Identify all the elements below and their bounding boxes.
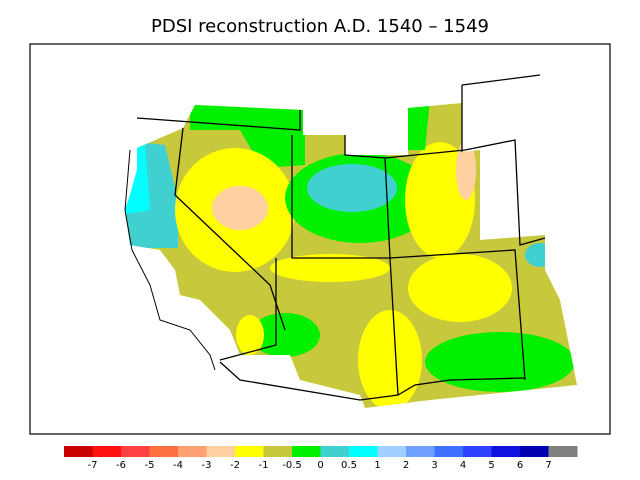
- colorbar-swatch: [235, 446, 264, 457]
- colorbar-swatch: [206, 446, 236, 457]
- colorbar-swatch: [491, 446, 521, 457]
- pdsi-field: [125, 103, 577, 408]
- colorbar-swatch: [121, 446, 150, 457]
- colorbar-swatch: [520, 446, 549, 457]
- colorbar-swatch: [64, 446, 93, 457]
- colorbar-label: -3: [202, 460, 212, 471]
- colorbar-label: -1: [259, 460, 269, 471]
- colorbar-swatch: [548, 446, 578, 457]
- colorbar-swatch: [434, 446, 464, 457]
- colorbar-swatch: [149, 446, 179, 457]
- map-title: PDSI reconstruction A.D. 1540 – 1549: [151, 16, 489, 37]
- map-frame: [29, 43, 611, 435]
- colorbar-label: -7: [88, 460, 98, 471]
- colorbar-swatch: [349, 446, 378, 457]
- colorbar-label: 7: [545, 460, 551, 471]
- colorbar-label: 2: [403, 460, 409, 471]
- colorbar: -7 -6 -5 -4 -3 -2 -1 -0.5 0 0.5 1 2 3 4 5 6 7: [64, 446, 578, 471]
- colorbar-label: 1: [374, 460, 380, 471]
- colorbar-swatch: [178, 446, 207, 457]
- coastline: [124, 149, 216, 371]
- colorbar-label: -5: [145, 460, 155, 471]
- colorbar-swatch: [292, 446, 321, 457]
- colorbar-swatch: [92, 446, 122, 457]
- colorbar-label: 6: [517, 460, 523, 471]
- colorbar-swatch: [320, 446, 350, 457]
- colorbar-label: 0: [317, 460, 323, 471]
- state-borders: [136, 74, 546, 401]
- colorbar-swatch: [406, 446, 435, 457]
- colorbar-swatch: [263, 446, 293, 457]
- colorbar-label: 4: [460, 460, 466, 471]
- colorbar-label: -2: [230, 460, 240, 471]
- colorbar-label: -4: [173, 460, 183, 471]
- colorbar-label: 3: [431, 460, 437, 471]
- colorbar-label: -0.5: [282, 460, 302, 471]
- colorbar-swatch: [377, 446, 407, 457]
- colorbar-label: 0.5: [341, 460, 357, 471]
- colorbar-label: 5: [488, 460, 494, 471]
- colorbar-swatch: [463, 446, 492, 457]
- colorbar-label: -6: [116, 460, 126, 471]
